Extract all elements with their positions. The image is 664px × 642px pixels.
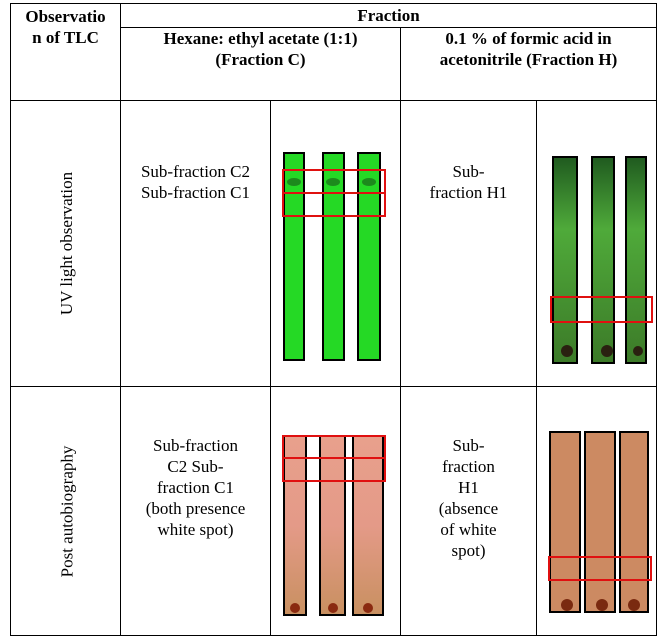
uv-h-strips [553,157,646,363]
tlc-images [0,0,664,642]
page: Observation of TLC Fraction Hexane: ethy… [0,0,664,642]
post-h-strips [550,432,648,612]
post-c-strips [284,436,383,615]
